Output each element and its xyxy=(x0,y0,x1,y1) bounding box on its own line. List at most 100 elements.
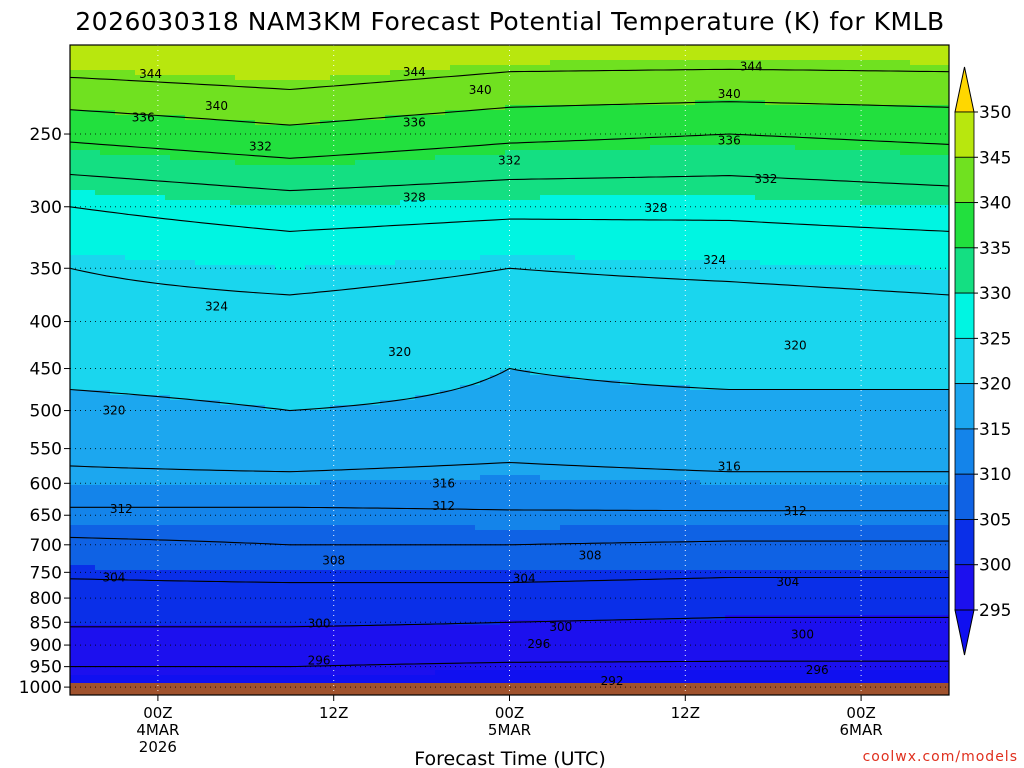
fill-cell xyxy=(475,135,481,141)
fill-cell xyxy=(825,50,831,56)
fill-cell xyxy=(505,165,511,171)
fill-cell xyxy=(815,65,821,71)
fill-cell xyxy=(595,180,601,186)
fill-cell xyxy=(870,130,876,136)
fill-cell xyxy=(725,80,731,86)
fill-cell xyxy=(585,155,591,161)
fill-cell xyxy=(385,50,391,56)
fill-cell xyxy=(585,180,591,186)
fill-cell xyxy=(155,50,161,56)
fill-cell xyxy=(125,150,131,156)
fill-cell xyxy=(125,170,131,176)
fill-cell xyxy=(420,45,426,51)
fill-cell xyxy=(790,75,796,81)
fill-cell xyxy=(765,105,771,111)
fill-cell xyxy=(135,155,141,161)
fill-cell xyxy=(210,95,216,101)
fill-cell xyxy=(95,160,101,166)
fill-cell xyxy=(475,130,481,136)
fill-cell xyxy=(730,120,736,126)
fill-cell xyxy=(635,180,641,186)
fill-cell xyxy=(285,75,291,81)
fill-cell xyxy=(275,115,281,121)
fill-cell xyxy=(845,90,851,96)
fill-cell xyxy=(590,95,596,101)
fill-cell xyxy=(330,170,336,176)
fill-cell xyxy=(585,120,591,126)
fill-cell xyxy=(165,170,171,176)
fill-cell xyxy=(125,175,131,181)
fill-cell xyxy=(720,55,726,61)
fill-cell xyxy=(165,185,171,191)
fill-cell xyxy=(380,45,386,51)
fill-cell xyxy=(510,65,516,71)
fill-cell xyxy=(705,150,711,156)
fill-cell xyxy=(480,75,486,81)
fill-cell xyxy=(550,135,556,141)
fill-cell xyxy=(825,150,831,156)
fill-cell xyxy=(645,125,651,131)
fill-cell xyxy=(480,165,486,171)
fill-cell xyxy=(420,175,426,181)
fill-cell xyxy=(855,145,861,151)
fill-cell xyxy=(730,60,736,66)
fill-cell xyxy=(920,60,926,66)
fill-cell xyxy=(210,70,216,76)
fill-cell xyxy=(285,160,291,166)
fill-cell xyxy=(860,85,866,91)
fill-cell xyxy=(435,145,441,151)
fill-cell xyxy=(130,60,136,66)
fill-cell xyxy=(730,105,736,111)
fill-cell xyxy=(370,70,376,76)
fill-cell xyxy=(340,120,346,126)
fill-cell xyxy=(420,170,426,176)
fill-cell xyxy=(735,175,741,181)
fill-cell xyxy=(510,110,516,116)
fill-cell xyxy=(760,180,766,186)
fill-cell xyxy=(325,75,331,81)
fill-cell xyxy=(670,70,676,76)
fill-cell xyxy=(680,85,686,91)
fill-cell xyxy=(380,65,386,71)
fill-cell xyxy=(890,135,896,141)
fill-cell xyxy=(925,55,931,61)
fill-cell xyxy=(335,60,341,66)
fill-cell xyxy=(930,125,936,131)
fill-cell xyxy=(520,175,526,181)
fill-cell xyxy=(575,135,581,141)
fill-cell xyxy=(495,150,501,156)
fill-cell xyxy=(745,45,751,51)
fill-cell xyxy=(220,55,226,61)
fill-cell xyxy=(900,100,906,106)
fill-cell xyxy=(895,165,901,171)
fill-cell xyxy=(220,140,226,146)
fill-cell xyxy=(765,85,771,91)
fill-cell xyxy=(785,160,791,166)
fill-cell xyxy=(875,75,881,81)
fill-cell xyxy=(95,75,101,81)
fill-cell xyxy=(785,155,791,161)
fill-cell xyxy=(625,70,631,76)
fill-cell xyxy=(695,120,701,126)
fill-cell xyxy=(940,70,946,76)
fill-cell xyxy=(585,60,591,66)
fill-cell xyxy=(375,170,381,176)
fill-cell xyxy=(230,145,236,151)
fill-cell xyxy=(490,75,496,81)
fill-cell xyxy=(875,170,881,176)
fill-cell xyxy=(140,100,146,106)
fill-cell xyxy=(470,70,476,76)
fill-cell xyxy=(835,85,841,91)
fill-cell xyxy=(845,150,851,156)
fill-cell xyxy=(715,75,721,81)
fill-cell xyxy=(620,125,626,131)
fill-cell xyxy=(300,45,306,51)
fill-cell xyxy=(490,65,496,71)
fill-cell xyxy=(440,75,446,81)
fill-cell xyxy=(430,135,436,141)
fill-cell xyxy=(695,130,701,136)
fill-cell xyxy=(135,45,141,51)
fill-cell xyxy=(355,160,361,166)
fill-cell xyxy=(895,170,901,176)
fill-cell xyxy=(535,140,541,146)
